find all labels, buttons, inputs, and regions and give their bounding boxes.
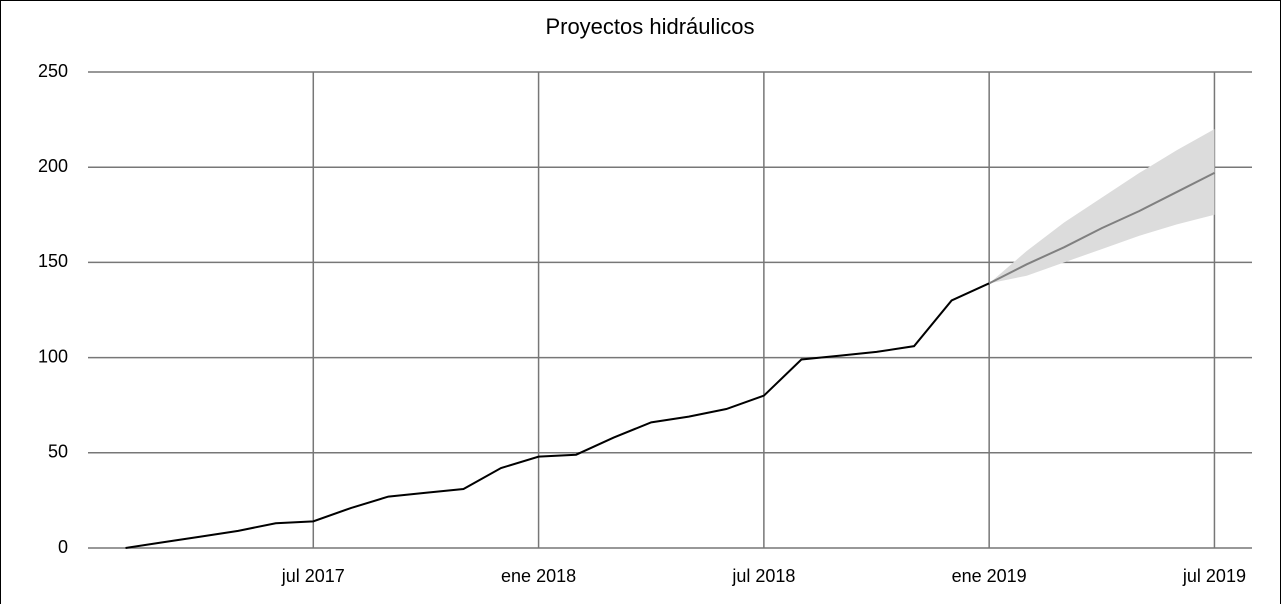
confidence-band [989, 129, 1215, 284]
data-line [125, 282, 990, 549]
y-tick-label: 100 [38, 346, 68, 366]
y-tick-label: 150 [38, 251, 68, 271]
x-tick-label: jul 2019 [1182, 566, 1246, 586]
x-tick-label: ene 2018 [501, 566, 576, 586]
y-tick-label: 250 [38, 61, 68, 81]
data-line [988, 172, 1215, 285]
chart-title: Proyectos hidráulicos [545, 14, 754, 39]
y-tick-label: 200 [38, 156, 68, 176]
y-tick-label: 50 [48, 442, 68, 462]
x-tick-label: jul 2017 [281, 566, 345, 586]
x-tick-label: ene 2019 [952, 566, 1027, 586]
y-tick-label: 0 [58, 537, 68, 557]
x-tick-label: jul 2018 [731, 566, 795, 586]
